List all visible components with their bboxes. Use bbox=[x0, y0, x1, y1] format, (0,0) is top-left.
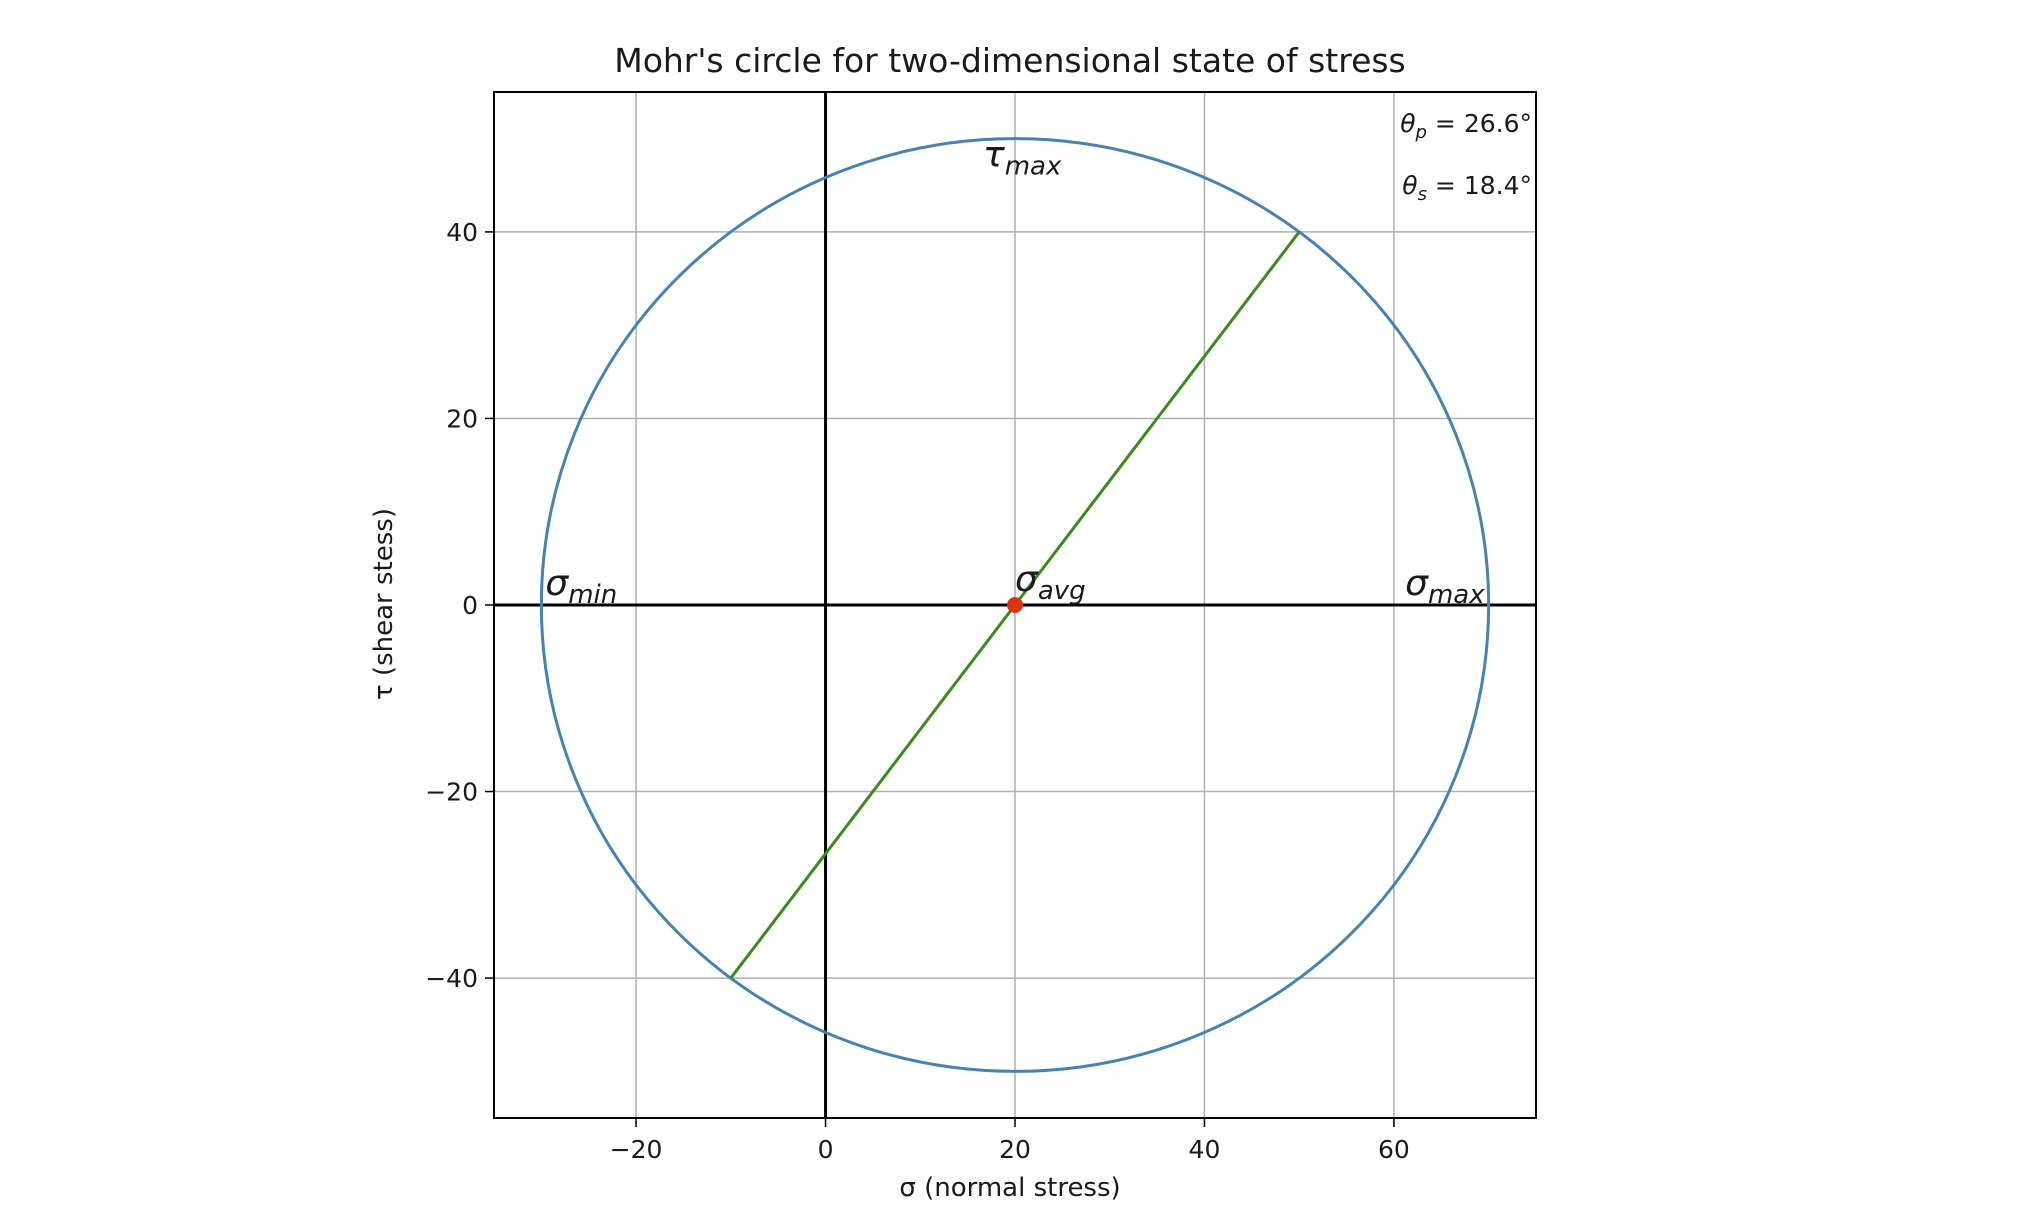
x-tick-label: −20 bbox=[610, 1135, 663, 1164]
point-label-sigma-avg: σavg bbox=[1015, 559, 1086, 606]
center-point bbox=[1007, 597, 1023, 613]
y-axis-label: τ (shear stess) bbox=[369, 508, 399, 700]
y-tick-label: 20 bbox=[446, 404, 478, 433]
x-tick-label: 20 bbox=[999, 1135, 1031, 1164]
y-tick-label: 40 bbox=[446, 218, 478, 247]
annotation-theta-p: θp = 26.6° bbox=[1400, 109, 1532, 143]
y-tick-label: −40 bbox=[425, 964, 478, 993]
chart-title: Mohr's circle for two-dimensional state … bbox=[614, 41, 1406, 80]
x-tick-label: 60 bbox=[1378, 1135, 1410, 1164]
y-tick-label: 0 bbox=[462, 591, 478, 620]
point-label-tau-max: τmax bbox=[983, 135, 1062, 182]
annotation-theta-s: θs = 18.4° bbox=[1402, 171, 1532, 205]
ticks: −20 0 20 40 60 −40 −20 0 20 40 bbox=[425, 218, 1410, 1164]
y-tick-label: −20 bbox=[425, 778, 478, 807]
data-layer bbox=[539, 137, 1491, 1073]
angle-annotations: θp = 26.6° θs = 18.4° bbox=[1400, 109, 1532, 205]
point-label-sigma-min: σmin bbox=[545, 563, 617, 610]
x-axis-label: σ (normal stress) bbox=[899, 1173, 1120, 1203]
mohr-circle bbox=[539, 137, 1491, 1073]
x-tick-label: 0 bbox=[818, 1135, 834, 1164]
point-label-sigma-max: σmax bbox=[1405, 563, 1485, 610]
point-labels: τmax σmin σavg σmax bbox=[545, 135, 1485, 610]
x-tick-label: 40 bbox=[1189, 1135, 1221, 1164]
